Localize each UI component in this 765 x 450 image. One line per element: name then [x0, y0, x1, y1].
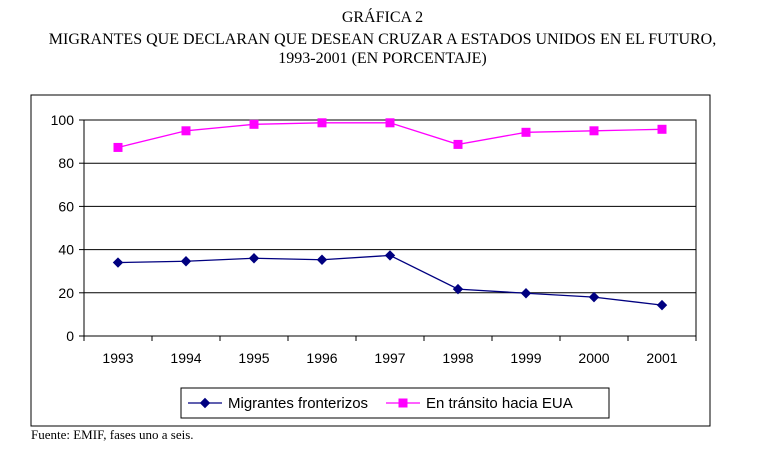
x-tick-label: 1993 [102, 350, 133, 366]
legend-label: Migrantes fronterizos [228, 395, 368, 412]
source-note: Fuente: EMIF, fases uno a seis. [31, 427, 194, 442]
data-point [589, 126, 599, 136]
legend-swatch-marker [199, 397, 211, 409]
data-point [248, 253, 260, 264]
y-tick-label: 0 [66, 328, 74, 344]
x-tick-label: 1999 [510, 350, 541, 366]
series-2 [113, 118, 667, 152]
chart-label: GRÁFICA 2 [341, 9, 424, 26]
data-point [453, 139, 463, 149]
y-tick-label: 20 [58, 285, 74, 301]
x-tick-label: 2001 [646, 350, 677, 366]
y-tick-label: 40 [58, 242, 74, 258]
data-point [180, 256, 192, 267]
data-point [181, 126, 191, 136]
chart-frame [30, 94, 711, 427]
x-tick-label: 1994 [170, 350, 201, 366]
legend-box [180, 387, 610, 419]
data-point [588, 291, 600, 303]
data-point [316, 254, 328, 265]
y-tick-label: 60 [58, 198, 74, 214]
data-point [384, 250, 396, 261]
legend-item: Migrantes fronterizos [188, 395, 368, 412]
x-tick-label: 1995 [238, 350, 269, 366]
chart-title-line1: MIGRANTES QUE DECLARAN QUE DESEAN CRUZAR… [48, 31, 717, 48]
x-tick-label: 2000 [578, 350, 609, 366]
x-axis: 1993 1994 1995 1996 1997 1998 1999 2000 2001 [83, 336, 697, 366]
series-layer [112, 118, 668, 311]
chart-title-line2: 1993-2001 (EN PORCENTAJE) [278, 50, 487, 67]
data-point [385, 118, 395, 128]
data-point [113, 142, 123, 152]
x-tick-label: 1996 [306, 350, 337, 366]
data-point [452, 283, 464, 295]
legend-item: En tránsito hacia EUA [386, 395, 573, 412]
legend: Migrantes fronterizos En tránsito hacia E… [188, 395, 573, 412]
data-point [112, 257, 124, 268]
legend-swatch-marker [398, 398, 408, 408]
y-tick-label: 100 [51, 112, 75, 128]
series-1 [112, 250, 668, 311]
data-point [657, 124, 667, 134]
data-point [521, 127, 531, 137]
x-tick-label: 1998 [442, 350, 473, 366]
y-axis: 0 20 40 60 80 100 [51, 112, 84, 344]
data-point [317, 118, 327, 128]
data-point [249, 119, 259, 129]
y-tick-label: 80 [58, 155, 74, 171]
data-point [520, 288, 532, 299]
x-tick-label: 1997 [374, 350, 405, 366]
legend-label: En tránsito hacia EUA [426, 395, 573, 412]
data-point [656, 299, 668, 311]
